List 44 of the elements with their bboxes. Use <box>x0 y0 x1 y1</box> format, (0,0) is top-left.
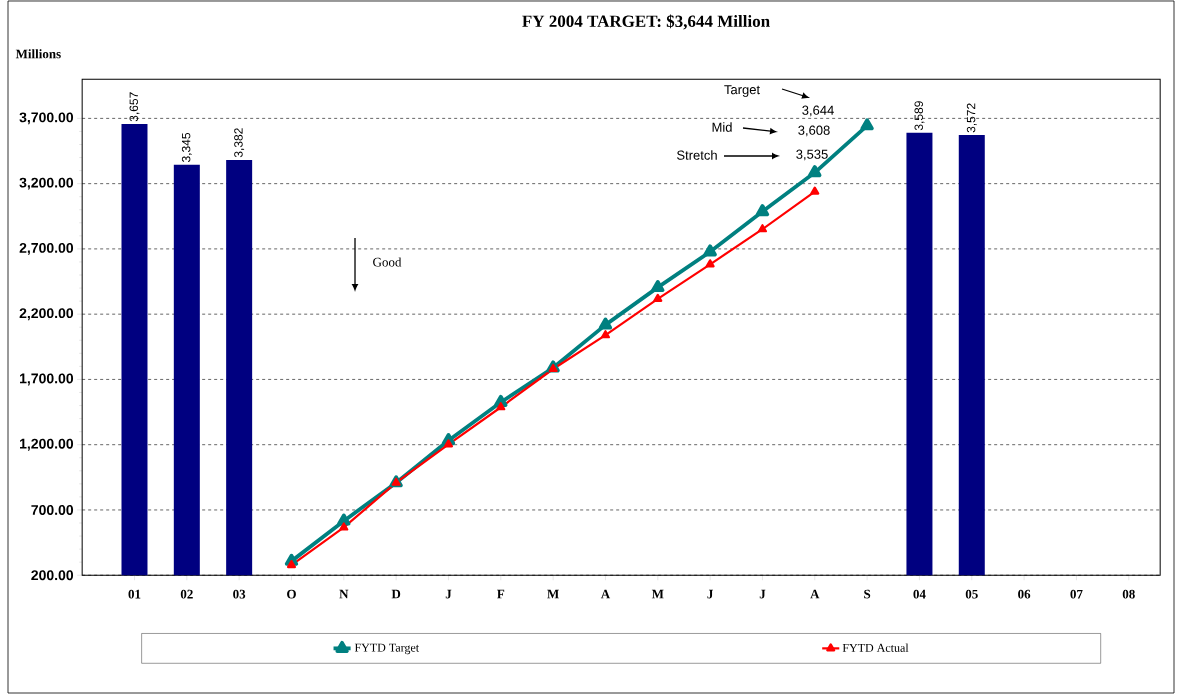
x-tick-label: 08 <box>1122 589 1135 599</box>
y-tick-label: 700.00 <box>31 504 74 515</box>
annotation: 3,535 <box>796 149 828 161</box>
x-tick-label: A <box>810 589 820 599</box>
y-tick-label: 200.00 <box>31 570 74 581</box>
annotation: Good <box>373 257 402 267</box>
x-tick-label: 04 <box>913 589 926 599</box>
x-tick-label: N <box>339 589 349 599</box>
x-tick-label: 01 <box>128 589 141 599</box>
chart-title: FY 2004 TARGET: $3,644 Million <box>522 14 770 30</box>
annotation: 3,608 <box>798 125 830 137</box>
x-tick-label: 03 <box>233 589 246 599</box>
data-label: 3,572 <box>966 103 977 133</box>
y-axis-title: Millions <box>15 49 61 59</box>
annotation: Target <box>724 85 760 97</box>
y-tick-label: 1,200.00 <box>20 438 74 451</box>
x-tick-label: 05 <box>965 589 978 599</box>
y-tick-label: 2,200.00 <box>19 308 74 321</box>
y-tick-label: 3,700.00 <box>19 112 74 125</box>
x-tick-label: 02 <box>180 589 193 599</box>
y-tick-label: 1,700.00 <box>20 373 74 386</box>
x-tick-label: O <box>287 589 296 599</box>
data-label: 3,589 <box>914 101 925 131</box>
legend-label: FYTD Target <box>354 643 420 655</box>
x-tick-label: M <box>651 589 664 599</box>
x-tick-label: 06 <box>1018 589 1031 599</box>
x-tick-label: 07 <box>1070 589 1083 599</box>
x-tick-label: J <box>445 589 452 599</box>
x-tick-label: M <box>547 589 559 599</box>
x-tick-label: D <box>391 589 401 599</box>
annotation: Stretch <box>677 150 717 160</box>
y-tick-label: 3,200.00 <box>19 177 74 190</box>
x-tick-label: F <box>497 589 505 599</box>
data-label: 3,657 <box>129 92 140 122</box>
x-tick-label: S <box>864 589 871 599</box>
annotation: Mid <box>712 122 732 132</box>
x-tick-label: A <box>600 589 611 599</box>
data-label: 3,382 <box>234 128 245 158</box>
data-label: 3,345 <box>181 133 192 163</box>
x-tick-label: J <box>759 589 766 599</box>
legend-label: FYTD Actual <box>842 643 909 652</box>
y-tick-label: 2,700.00 <box>19 242 74 255</box>
annotation: 3,644 <box>802 105 834 117</box>
x-tick-label: J <box>707 589 714 599</box>
